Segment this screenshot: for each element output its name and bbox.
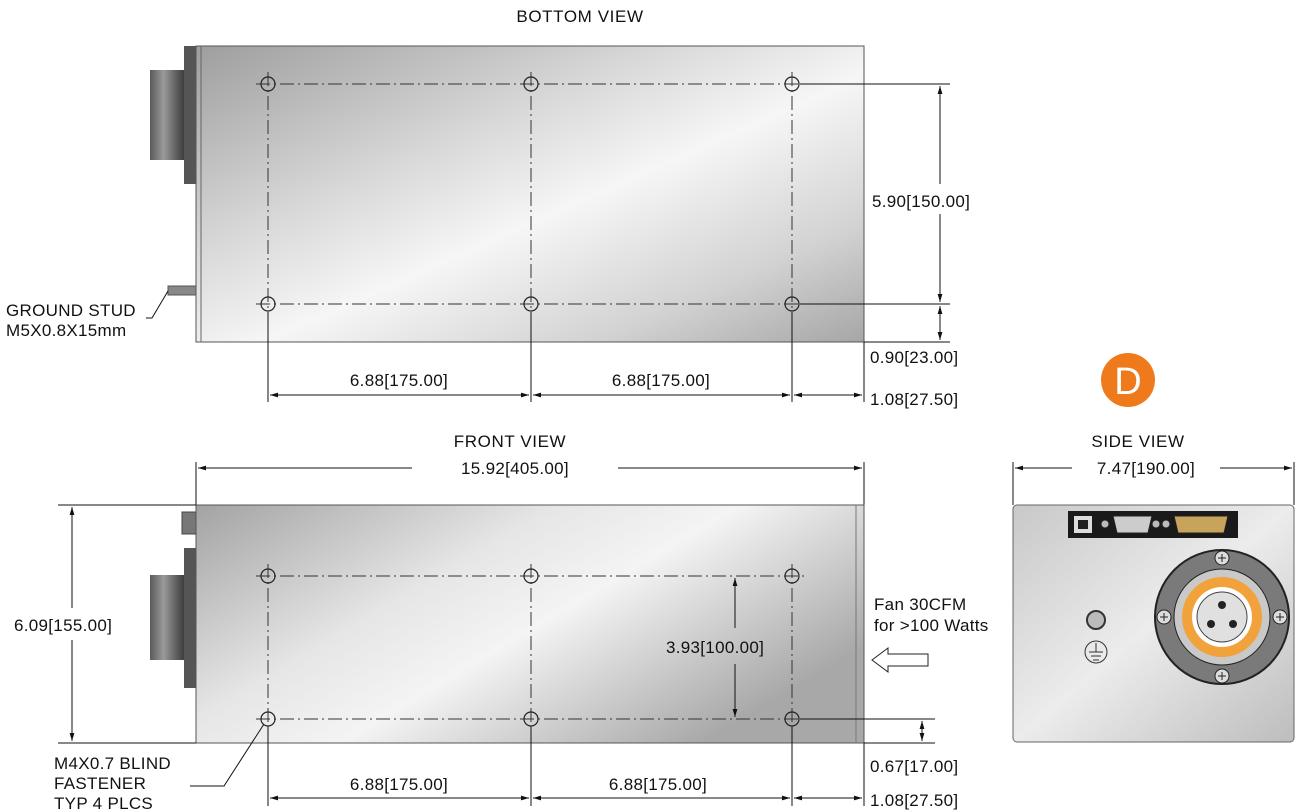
output-connector-icon xyxy=(1154,549,1290,685)
side-view-title: SIDE VIEW xyxy=(1091,432,1184,451)
front-dim-width xyxy=(195,462,865,505)
bottom-dim-spacing-right-label: 6.88[175.00] xyxy=(612,371,710,390)
screw-icon-2 xyxy=(1151,519,1161,529)
db15-port-icon xyxy=(1173,515,1229,534)
bottom-center-lines xyxy=(256,72,808,316)
front-dim-height xyxy=(58,504,196,744)
bottom-view-housing xyxy=(195,45,865,343)
front-mount-holes xyxy=(260,568,800,727)
bottom-dim-spacing xyxy=(267,312,865,402)
front-dim-offset xyxy=(800,718,935,744)
bottom-connector-flange xyxy=(184,46,196,184)
bottom-dim-height xyxy=(800,83,950,305)
badge-letter: D xyxy=(1114,361,1141,403)
bottom-view-title: BOTTOM VIEW xyxy=(516,7,643,26)
front-view-housing xyxy=(195,504,865,744)
bottom-dim-spacing-left-label: 6.88[175.00] xyxy=(350,371,448,390)
screw-icon xyxy=(1100,519,1110,529)
front-dim-spacing-left-label: 6.88[175.00] xyxy=(350,775,448,794)
bottom-mount-holes xyxy=(260,76,800,312)
badge-circle xyxy=(1101,353,1155,407)
ground-symbol-icon xyxy=(1084,640,1108,664)
side-dim-width xyxy=(1012,462,1295,505)
front-dim-height-label: 6.09[155.00] xyxy=(14,616,112,635)
fastener-note-line1: M4X0.7 BLIND xyxy=(54,754,171,773)
fastener-note-line2: FASTENER xyxy=(54,774,146,793)
front-view-title: FRONT VIEW xyxy=(454,432,566,451)
front-dim-hole-vertical-label: 3.93[100.00] xyxy=(666,638,764,657)
ground-stud-label-line1: GROUND STUD xyxy=(6,301,136,320)
bottom-dim-offset xyxy=(864,306,950,343)
ground-stud-icon xyxy=(167,285,197,296)
airflow-arrow-icon xyxy=(871,647,929,673)
screw-icon-3 xyxy=(1161,519,1171,529)
db9-port-icon xyxy=(1112,515,1153,534)
fan-note-line1: Fan 30CFM xyxy=(874,595,966,614)
bottom-dim-height-label: 5.90[150.00] xyxy=(872,192,970,211)
ground-stud-label-line2: M5X0.8X15mm xyxy=(6,321,126,340)
fan-note-line2: for >100 Watts xyxy=(874,616,989,635)
front-dim-spacing xyxy=(267,727,865,806)
bottom-connector-body xyxy=(150,70,184,160)
bottom-dim-offset-label: 0.90[23.00] xyxy=(870,348,958,367)
side-dim-width-label: 7.47[190.00] xyxy=(1097,459,1195,478)
front-connector-flange xyxy=(184,548,196,688)
ground-stud-leader xyxy=(146,290,169,319)
front-dim-offset-label: 0.67[17.00] xyxy=(870,757,958,776)
bottom-dim-edge-label: 1.08[27.50] xyxy=(870,390,958,409)
front-dim-width-label: 15.92[405.00] xyxy=(461,459,569,478)
usb-port-inner xyxy=(1078,520,1088,529)
fastener-note-line3: TYP 4 PLCS xyxy=(54,794,153,812)
front-dim-spacing-right-label: 6.88[175.00] xyxy=(609,775,707,794)
front-ground-stud xyxy=(181,511,197,535)
fastener-leader xyxy=(190,723,265,787)
view-badge: D xyxy=(1101,353,1155,407)
front-center-lines xyxy=(256,564,808,731)
front-connector-body xyxy=(150,575,184,660)
ground-terminal-icon xyxy=(1086,610,1106,630)
front-dim-edge-label: 1.08[27.50] xyxy=(870,791,958,810)
